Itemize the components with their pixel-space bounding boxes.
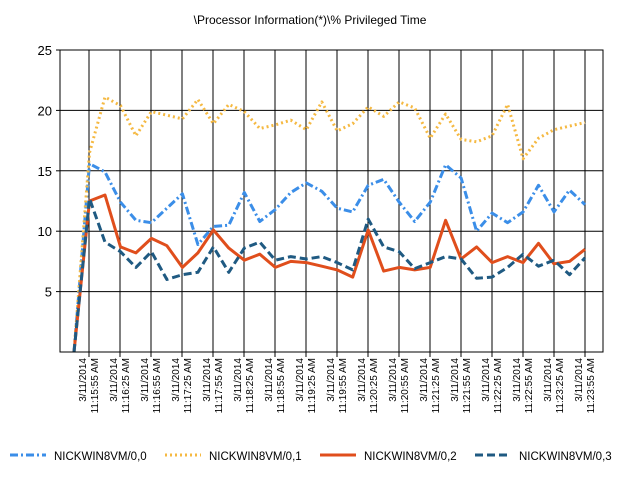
x-tick-time: 11:23:55 AM	[586, 358, 597, 413]
series-line-2	[72, 193, 586, 353]
plot-area-border	[59, 49, 604, 353]
x-tick-label: 3/11/201411:23:25 AM	[543, 358, 566, 414]
legend: NICKWIN8VM/0,0 NICKWIN8VM/0,1 NICKWIN8VM/0…	[10, 451, 612, 463]
x-tick-time: 11:16:55 AM	[152, 358, 163, 413]
x-tick-label: 3/11/201411:17:25 AM	[171, 358, 194, 414]
x-tick-date: 3/11/2014	[78, 358, 89, 402]
x-tick-time: 11:17:25 AM	[183, 358, 194, 413]
x-tick-date: 3/11/2014	[264, 358, 275, 402]
legend-label-1: NICKWIN8VM/0,1	[209, 451, 302, 463]
y-tick-label: 15	[38, 164, 52, 179]
y-tick-label: 25	[38, 43, 52, 58]
x-tick-label: 3/11/201411:22:55 AM	[512, 358, 535, 414]
x-tick-time: 11:16:25 AM	[121, 358, 132, 413]
x-tick-time: 11:20:25 AM	[369, 358, 380, 413]
x-tick-time: 11:19:55 AM	[338, 358, 349, 413]
y-tick-label: 10	[38, 224, 52, 239]
legend-label-3: NICKWIN8VM/0,3	[519, 451, 612, 463]
x-tick-label: 3/11/201411:15:55 AM	[78, 358, 101, 414]
x-tick-time: 11:21:55 AM	[462, 358, 473, 413]
x-tick-time: 11:22:25 AM	[493, 358, 504, 413]
x-tick-time: 11:20:55 AM	[400, 358, 411, 413]
series-layer	[72, 95, 587, 353]
x-tick-date: 3/11/2014	[109, 358, 120, 402]
x-tick-date: 3/11/2014	[574, 358, 585, 402]
x-tick-date: 3/11/2014	[326, 358, 337, 402]
grid-layer	[60, 49, 603, 352]
x-tick-date: 3/11/2014	[450, 358, 461, 402]
x-tick-label: 3/11/201411:19:25 AM	[295, 358, 318, 414]
legend-label-0: NICKWIN8VM/0,0	[54, 451, 147, 463]
x-tick-label: 3/11/201411:16:25 AM	[109, 358, 132, 414]
x-tick-label: 3/11/201411:19:55 AM	[326, 358, 349, 414]
y-tick-label: 20	[38, 103, 52, 118]
series-line-0	[72, 162, 587, 353]
legend-label-2: NICKWIN8VM/0,2	[364, 451, 457, 463]
x-tick-date: 3/11/2014	[512, 358, 523, 402]
series-line-3	[72, 197, 587, 353]
x-tick-label: 3/11/201411:17:55 AM	[202, 358, 225, 414]
x-tick-label: 3/11/201411:16:55 AM	[140, 358, 163, 414]
x-tick-date: 3/11/2014	[388, 358, 399, 402]
x-tick-date: 3/11/2014	[419, 358, 430, 402]
x-tick-time: 11:23:25 AM	[555, 358, 566, 413]
x-tick-time: 11:22:55 AM	[524, 358, 535, 413]
x-tick-time: 11:18:55 AM	[276, 358, 287, 413]
x-tick-label: 3/11/201411:22:25 AM	[481, 358, 504, 414]
y-tick-label: 5	[45, 285, 52, 300]
x-tick-date: 3/11/2014	[543, 358, 554, 402]
x-tick-date: 3/11/2014	[202, 358, 213, 402]
chart-title: \Processor Information(*)\% Privileged T…	[194, 13, 427, 27]
x-tick-label: 3/11/201411:18:55 AM	[264, 358, 287, 414]
x-tick-label: 3/11/201411:21:55 AM	[450, 358, 473, 414]
x-tick-label: 3/11/201411:18:25 AM	[233, 358, 256, 414]
x-tick-time: 11:18:25 AM	[245, 358, 256, 413]
x-tick-label: 3/11/201411:20:25 AM	[357, 358, 380, 414]
x-tick-date: 3/11/2014	[357, 358, 368, 402]
x-tick-date: 3/11/2014	[233, 358, 244, 402]
x-tick-time: 11:17:55 AM	[214, 358, 225, 413]
x-tick-date: 3/11/2014	[171, 358, 182, 402]
x-tick-label: 3/11/201411:20:55 AM	[388, 358, 411, 414]
x-tick-date: 3/11/2014	[140, 358, 151, 402]
x-tick-time: 11:21:25 AM	[431, 358, 442, 413]
x-tick-label: 3/11/201411:23:55 AM	[574, 358, 597, 414]
x-tick-date: 3/11/2014	[295, 358, 306, 402]
x-tick-time: 11:15:55 AM	[90, 358, 101, 413]
x-tick-date: 3/11/2014	[481, 358, 492, 402]
series-line-1	[72, 95, 586, 353]
x-tick-time: 11:19:25 AM	[307, 358, 318, 413]
x-tick-label: 3/11/201411:21:25 AM	[419, 358, 442, 414]
